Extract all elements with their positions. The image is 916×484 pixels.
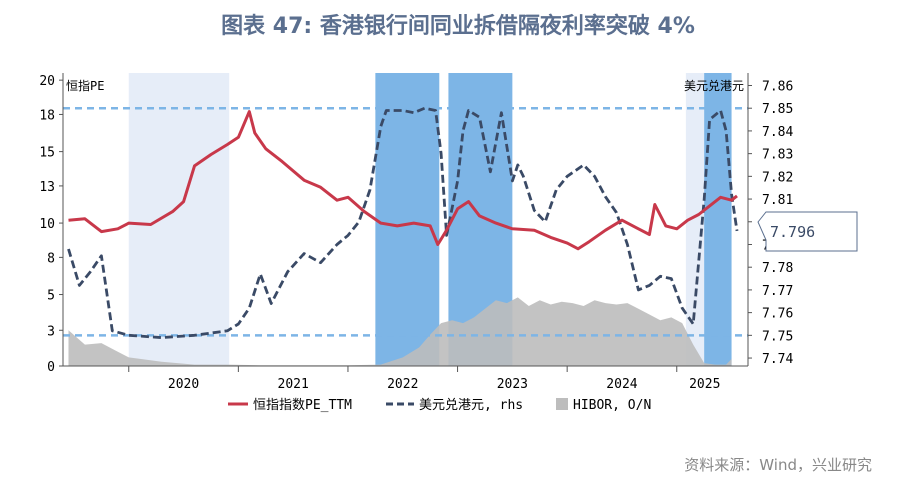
x-tick-label-4: 2024 (606, 377, 637, 392)
legend-label-usdhkd: 美元兑港元, rhs (419, 398, 523, 413)
x-axis-ticks: 2020 2021 2022 2023 2024 2025 (128, 366, 720, 392)
right-tick-label-3: 7.83 (762, 148, 793, 163)
axes (62, 73, 749, 367)
left-tick-label-6: 5 (47, 289, 55, 304)
left-tick-label-4: 10 (39, 217, 55, 232)
chart-canvas: 20 18 15 13 10 8 5 3 0 7.86 7.85 7.84 7.83 7.82 7.81 7… (39, 73, 858, 413)
hibor-area (68, 297, 732, 366)
series-lines (67, 106, 739, 340)
left-tick-label-2: 15 (39, 146, 55, 161)
shade-light-0 (128, 73, 230, 366)
right-tick-label-4: 7.82 (762, 170, 793, 185)
right-tick-label-5: 7.81 (762, 193, 793, 208)
right-tick-label-0: 7.86 (762, 79, 793, 94)
source-note: 资料来源：Wind，兴业研究 (684, 456, 872, 474)
chart-title: 图表 47: 香港银行间同业拆借隔夜利率突破 4% (221, 14, 695, 39)
legend: 恒指指数PE_TTM 美元兑港元, rhs HIBOR, O/N (228, 398, 651, 413)
hibor-series (68, 297, 732, 366)
legend-label-pe: 恒指指数PE_TTM (253, 398, 352, 413)
shade-light-1 (685, 73, 705, 366)
left-tick-label-5: 8 (47, 251, 55, 266)
pe-series (68, 110, 738, 251)
right-tick-label-2: 7.84 (762, 125, 793, 140)
right-tick-label-1: 7.85 (762, 102, 793, 117)
usdhkd-series (67, 106, 739, 340)
right-tick-label-11: 7.75 (762, 329, 793, 344)
shade-dark-0 (375, 73, 440, 366)
left-tick-label-1: 18 (39, 108, 55, 123)
x-tick-label-1: 2021 (278, 377, 309, 392)
left-axis-label: 恒指PE (66, 78, 104, 93)
x-tick-label-0: 2020 (168, 377, 199, 392)
legend-label-hibor: HIBOR, O/N (573, 398, 651, 413)
left-tick-label-0: 20 (39, 74, 55, 89)
left-axis-ticks: 20 18 15 13 10 8 5 3 0 (39, 74, 63, 375)
x-tick-label-5: 2025 (689, 377, 720, 392)
right-tick-label-10: 7.76 (762, 307, 793, 322)
right-tick-label-9: 7.77 (762, 284, 793, 299)
right-axis-label: 美元兑港元 (684, 79, 744, 93)
left-tick-label-7: 3 (47, 324, 55, 339)
left-tick-label-3: 13 (39, 180, 55, 195)
x-tick-label-3: 2023 (497, 377, 528, 392)
right-tick-label-8: 7.78 (762, 261, 793, 276)
callout: 7.796 (757, 211, 858, 252)
shade-dark-2 (704, 73, 732, 366)
left-tick-label-8: 0 (47, 360, 55, 375)
right-tick-label-12: 7.74 (762, 352, 793, 367)
legend-swatch-hibor (556, 398, 568, 410)
callout-value: 7.796 (770, 223, 815, 241)
x-tick-label-2: 2022 (387, 377, 418, 392)
